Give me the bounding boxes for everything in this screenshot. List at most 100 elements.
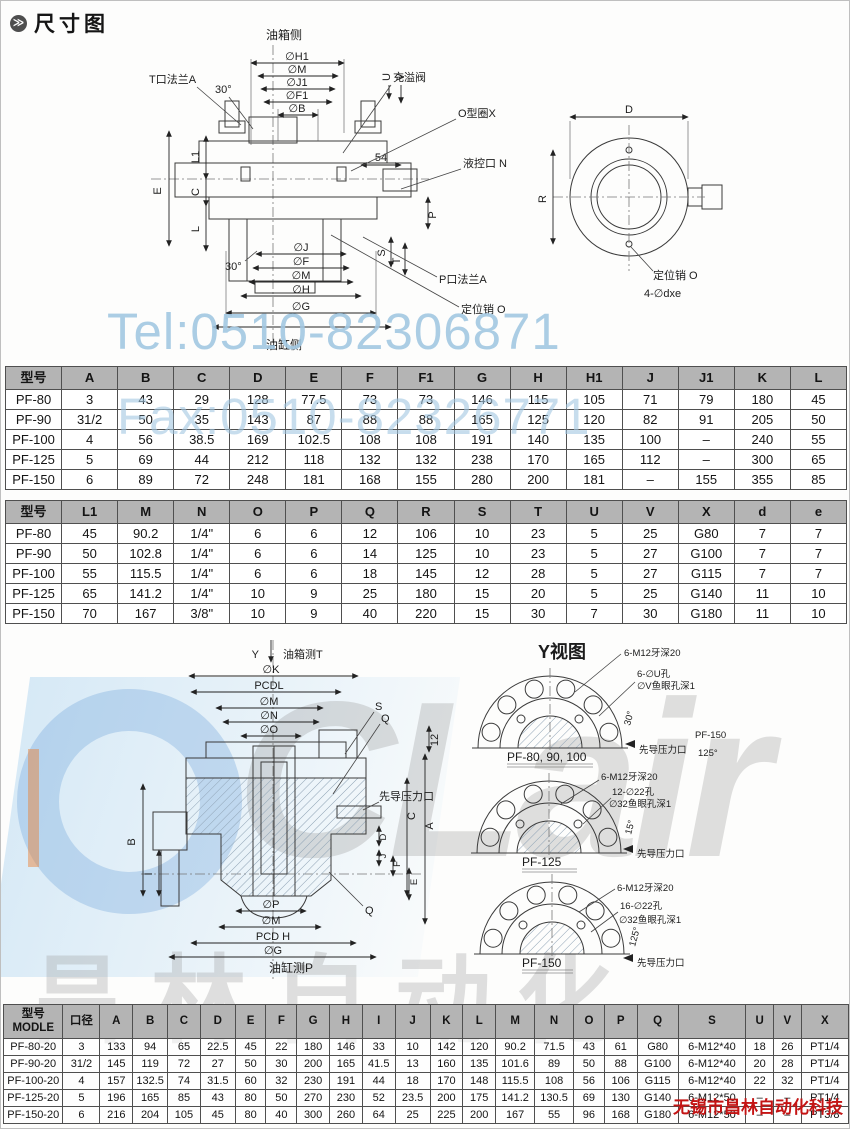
value-cell: 82 bbox=[621, 409, 679, 430]
view-label: PF-150 bbox=[522, 956, 562, 970]
note-label: PF-150 bbox=[695, 730, 726, 741]
value-cell: 101.6 bbox=[495, 1055, 536, 1073]
value-cell: 200 bbox=[462, 1106, 497, 1124]
value-cell: 165 bbox=[132, 1089, 169, 1107]
value-cell: 200 bbox=[296, 1055, 331, 1073]
cylinder-side-label: 油缸侧 bbox=[266, 337, 302, 352]
value-cell: 5 bbox=[565, 523, 623, 544]
column-header: K bbox=[733, 366, 791, 390]
value-cell: 80 bbox=[234, 1106, 267, 1124]
value-cell: 29 bbox=[173, 389, 231, 410]
value-cell: 12 bbox=[341, 523, 399, 544]
value-cell: 88 bbox=[397, 409, 455, 430]
value-cell: 10 bbox=[453, 543, 511, 564]
value-cell: 55 bbox=[789, 429, 848, 450]
dim-label: PCDL bbox=[254, 680, 283, 692]
value-cell: 146 bbox=[329, 1038, 363, 1056]
table-row: PF-80 45 90.2 1/4" 6 6 12 106 10 23 5 25 G80 7 7 bbox=[4, 523, 848, 544]
tank-side-label: 油箱侧 bbox=[266, 29, 302, 42]
bottom-dim-stack: ∅J ∅F ∅M ∅H ∅G bbox=[212, 242, 392, 330]
value-cell: 132 bbox=[341, 449, 399, 470]
value-cell: 168 bbox=[341, 469, 399, 490]
column-header: G bbox=[453, 366, 511, 390]
value-cell: 145 bbox=[397, 563, 455, 584]
value-cell: 65 bbox=[789, 449, 848, 470]
table-row: PF-125 5 69 44 212 118 132 132 238 170 165 112–300 6… bbox=[4, 449, 848, 470]
top-dim-stack: ∅H1 ∅M ∅J1 ∅F1 ∅B bbox=[250, 51, 345, 145]
value-cell: G80 bbox=[636, 1038, 679, 1056]
value-cell: 69 bbox=[573, 1089, 605, 1107]
value-cell: 6-M12*40 bbox=[677, 1055, 747, 1073]
value-cell: 5 bbox=[565, 543, 623, 564]
value-cell: 87 bbox=[285, 409, 343, 430]
value-cell: 55 bbox=[61, 563, 119, 584]
value-cell: 44 bbox=[361, 1072, 396, 1090]
value-cell: 27 bbox=[621, 543, 679, 564]
model-cell: PF-150-20 bbox=[2, 1106, 64, 1124]
column-header: P bbox=[285, 500, 343, 524]
callout: 6-M12牙深20 bbox=[601, 772, 658, 783]
value-cell: 44 bbox=[173, 449, 231, 470]
column-header: 型号 bbox=[4, 366, 63, 390]
column-header: H bbox=[329, 1004, 363, 1039]
value-cell: 10 bbox=[229, 583, 287, 604]
column-header: J1 bbox=[677, 366, 735, 390]
value-cell: 7 bbox=[789, 563, 848, 584]
callout: 6-∅U孔 bbox=[637, 669, 671, 680]
value-cell: 45 bbox=[199, 1106, 236, 1124]
callout: ∅V鱼眼孔深1 bbox=[637, 680, 695, 692]
value-cell: 1/4" bbox=[173, 583, 231, 604]
value-cell: 88 bbox=[603, 1055, 638, 1073]
value-cell: 115 bbox=[509, 389, 567, 410]
value-cell: 145 bbox=[99, 1055, 134, 1073]
value-cell: 196 bbox=[99, 1089, 134, 1107]
value-cell: 133 bbox=[99, 1038, 134, 1056]
value-cell: 90.2 bbox=[495, 1038, 536, 1056]
value-cell: 73 bbox=[341, 389, 399, 410]
value-cell: 118 bbox=[285, 449, 343, 470]
value-cell: 5 bbox=[62, 1089, 101, 1107]
y-view-pf150: 6-M12牙深20 16-∅22孔 ∅32鱼眼孔深1 125° 先导压力口 PF… bbox=[473, 873, 685, 974]
value-cell: 15 bbox=[453, 583, 511, 604]
pilot-port-label: 先导压力口 bbox=[639, 744, 687, 756]
y-view-title: Y视图 bbox=[538, 641, 586, 662]
value-cell: 79 bbox=[677, 389, 735, 410]
cylinder-side-p-label: 油缸测P bbox=[269, 960, 313, 975]
value-cell: 91 bbox=[677, 409, 735, 430]
value-cell: 50 bbox=[117, 409, 175, 430]
value-cell: 18 bbox=[745, 1038, 774, 1056]
column-header: A bbox=[99, 1004, 134, 1039]
value-cell: 200 bbox=[429, 1089, 464, 1107]
value-cell: 112 bbox=[621, 449, 679, 470]
value-cell: 40 bbox=[341, 603, 399, 624]
value-cell: 11 bbox=[733, 583, 791, 604]
column-header: C bbox=[167, 1004, 201, 1039]
dim-label: ∅N bbox=[260, 710, 278, 722]
value-cell: 22.5 bbox=[199, 1038, 236, 1056]
value-cell: 270 bbox=[296, 1089, 331, 1107]
value-cell: 88 bbox=[341, 409, 399, 430]
value-cell: 52 bbox=[361, 1089, 396, 1107]
dim-label: ∅G bbox=[292, 301, 310, 313]
value-cell: 7 bbox=[733, 563, 791, 584]
column-header: I bbox=[361, 1004, 396, 1039]
value-cell: 22 bbox=[265, 1038, 298, 1056]
value-cell: 89 bbox=[117, 469, 175, 490]
value-cell: 165 bbox=[329, 1055, 363, 1073]
value-cell: 300 bbox=[296, 1106, 331, 1124]
dim-label: ∅H bbox=[292, 284, 310, 296]
value-cell: 14 bbox=[341, 543, 399, 564]
dim-label: ∅B bbox=[289, 103, 306, 115]
value-cell: G115 bbox=[636, 1072, 679, 1090]
column-header: V bbox=[621, 500, 679, 524]
value-cell: 212 bbox=[229, 449, 287, 470]
column-header: H bbox=[509, 366, 567, 390]
value-cell: G100 bbox=[677, 543, 735, 564]
top-dimension-drawing: ∅H1 ∅M ∅J1 ∅F1 ∅B 油箱侧 E L1 C L U V 54 bbox=[149, 29, 723, 352]
column-header: S bbox=[453, 500, 511, 524]
value-cell: 248 bbox=[229, 469, 287, 490]
dim-label: ∅M bbox=[288, 64, 307, 76]
angle-label: 30° bbox=[225, 261, 242, 273]
value-cell: 65 bbox=[61, 583, 119, 604]
value-cell: 31.5 bbox=[199, 1072, 236, 1090]
